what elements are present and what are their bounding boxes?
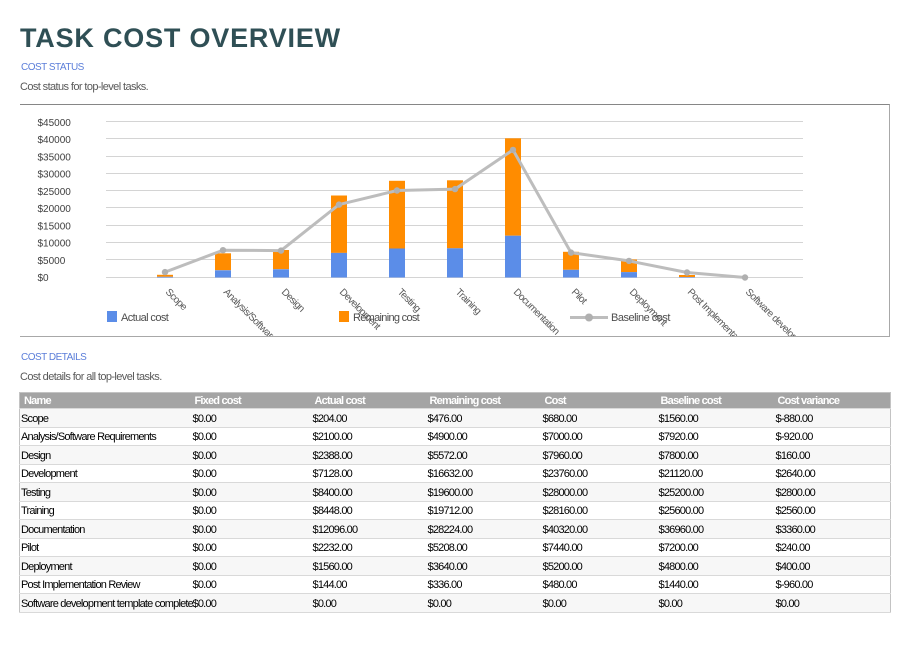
svg-text:Actual cost: Actual cost bbox=[121, 312, 169, 324]
svg-text:Analysis/Software Requirements: Analysis/Software Requirements bbox=[221, 287, 320, 336]
svg-text:Training: Training bbox=[453, 287, 483, 317]
svg-text:$40000: $40000 bbox=[38, 135, 72, 146]
svg-text:Testing: Testing bbox=[395, 287, 422, 314]
svg-text:Design: Design bbox=[279, 287, 306, 314]
svg-text:Baseline cost: Baseline cost bbox=[611, 312, 670, 324]
svg-text:$20000: $20000 bbox=[38, 204, 72, 215]
svg-text:Pilot: Pilot bbox=[569, 287, 589, 307]
svg-text:$45000: $45000 bbox=[38, 118, 72, 129]
svg-text:Development: Development bbox=[337, 287, 383, 333]
svg-text:Documentation: Documentation bbox=[511, 287, 561, 336]
svg-text:$5000: $5000 bbox=[38, 256, 66, 267]
svg-text:Software development template: Software development template complete bbox=[743, 287, 867, 336]
svg-text:$30000: $30000 bbox=[38, 170, 72, 181]
svg-text:$10000: $10000 bbox=[38, 239, 72, 250]
svg-text:$0: $0 bbox=[38, 273, 50, 284]
svg-text:$25000: $25000 bbox=[38, 187, 72, 198]
svg-text:Remaining cost: Remaining cost bbox=[353, 312, 420, 324]
svg-text:$15000: $15000 bbox=[38, 221, 72, 232]
svg-text:Scope: Scope bbox=[163, 287, 190, 314]
svg-text:$35000: $35000 bbox=[38, 152, 72, 163]
